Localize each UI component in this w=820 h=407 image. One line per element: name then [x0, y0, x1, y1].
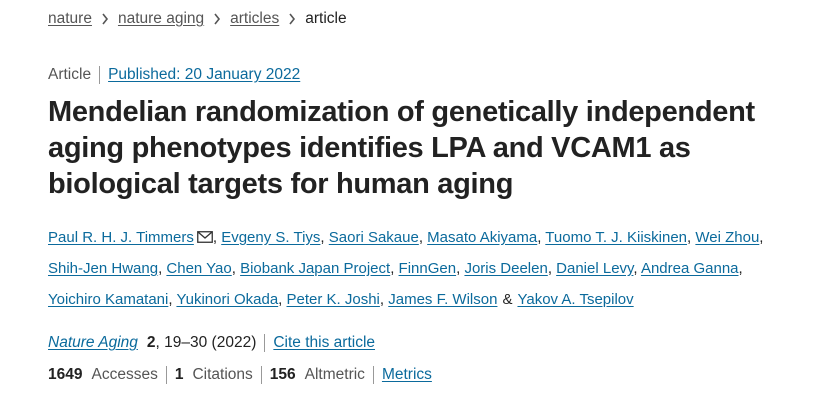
chevron — [102, 13, 108, 25]
author-item: Andrea Ganna, — [641, 260, 743, 277]
author-item: Saori Sakaue, — [329, 229, 423, 246]
chevron — [214, 13, 221, 25]
author-link[interactable]: Tuomo T. J. Kiiskinen — [545, 229, 688, 246]
author-link[interactable]: James F. Wilson — [388, 291, 498, 308]
author-separator: , — [537, 229, 542, 246]
metric-label: Altmetric — [304, 366, 365, 383]
breadcrumb: nature nature aging articles article — [48, 10, 347, 28]
metrics: 1649 Accesses 1 Citations 156 Altmetric Metric… — [48, 366, 432, 384]
divider — [260, 366, 262, 384]
author-separator: , — [320, 229, 325, 246]
cite-link[interactable]: Cite this article — [273, 334, 376, 351]
author-separator: , — [231, 260, 236, 277]
author-list: Paul R. H. J. Timmers, Evgeny S. Tiys, S… — [48, 222, 793, 315]
author-item: Masato Akiyama, — [427, 229, 541, 246]
metric-value: 156 — [269, 366, 296, 383]
author-item: Peter K. Joshi, — [287, 291, 385, 308]
author-separator: , — [418, 229, 423, 246]
author-link[interactable]: Masato Akiyama — [427, 229, 538, 246]
author-separator: , — [158, 260, 163, 277]
author-item: Shih-Jen Hwang, — [48, 260, 162, 277]
volume: 2 — [146, 334, 156, 351]
author-separator: , — [759, 229, 764, 246]
breadcrumb-current: article — [305, 10, 347, 27]
author-link[interactable]: Chen Yao — [166, 260, 232, 277]
author-item: Daniel Levy, — [556, 260, 637, 277]
author-link[interactable]: Daniel Levy — [556, 260, 634, 277]
published-date[interactable]: Published: 20 January 2022 — [108, 66, 301, 83]
email-icon[interactable] — [196, 231, 213, 243]
author-item: Chen Yao, — [166, 260, 236, 277]
author-item: Paul R. H. J. Timmers, — [48, 229, 217, 246]
author-link[interactable]: Shih-Jen Hwang — [48, 260, 159, 277]
breadcrumb-link[interactable]: articles — [230, 10, 280, 27]
pages: , 19–30 (2022) — [155, 334, 257, 351]
author-separator: , — [738, 260, 743, 277]
author-item: Tuomo T. J. Kiiskinen, — [545, 229, 691, 246]
author-link[interactable]: FinnGen — [398, 260, 457, 277]
metrics-link[interactable]: Metrics — [381, 366, 432, 383]
author-link[interactable]: Saori Sakaue — [328, 229, 419, 246]
author-item: Joris Deelen, — [464, 260, 552, 277]
metric-value: 1649 — [48, 366, 83, 383]
author-separator: , — [168, 291, 173, 308]
author-link[interactable]: Andrea Ganna — [640, 260, 739, 277]
author-link[interactable]: Wei Zhou — [695, 229, 760, 246]
article-meta: Article Published: 20 January 2022 — [48, 66, 300, 84]
author-item: Evgeny S. Tiys, — [221, 229, 324, 246]
author-separator: , — [547, 260, 552, 277]
breadcrumb-link[interactable]: nature aging — [117, 10, 205, 27]
author-item: Wei Zhou, — [695, 229, 763, 246]
author-item: Biobank Japan Project, — [240, 260, 394, 277]
citation: Nature Aging 2 , 19–30 (2022) Cite this … — [48, 334, 375, 352]
divider — [99, 66, 101, 84]
author-separator: & — [502, 291, 513, 308]
author-separator: , — [379, 291, 385, 308]
divider — [264, 334, 266, 352]
author-link[interactable]: Yakov A. Tsepilov — [517, 291, 634, 308]
author-link[interactable]: Yukinori Okada — [176, 291, 279, 308]
author-separator: , — [278, 291, 283, 308]
article-type: Article — [48, 66, 92, 83]
metric-label: Accesses — [91, 366, 158, 383]
article-title: Mendelian randomization of genetically i… — [48, 96, 755, 200]
author-link[interactable]: Peter K. Joshi — [286, 291, 380, 308]
divider — [165, 366, 167, 384]
author-separator: , — [633, 260, 638, 277]
author-item: Yakov A. Tsepilov — [517, 291, 633, 308]
author-link[interactable]: Paul R. H. J. Timmers — [48, 229, 194, 246]
author-separator: , — [687, 229, 692, 246]
metric-label: Citations — [192, 366, 253, 383]
divider — [372, 366, 374, 384]
author-item: FinnGen, — [399, 260, 461, 277]
author-link[interactable]: Yoichiro Kamatani — [48, 291, 169, 308]
author-item: Yukinori Okada, — [176, 291, 282, 308]
journal-link[interactable]: Nature Aging — [48, 334, 138, 351]
author-item: James F. Wilson — [388, 291, 497, 308]
author-link[interactable]: Joris Deelen — [464, 260, 548, 277]
author-separator: , — [212, 229, 218, 246]
author-separator: , — [390, 260, 395, 277]
chevron — [289, 13, 296, 25]
author-item: Yoichiro Kamatani, — [48, 291, 173, 308]
author-link[interactable]: Biobank Japan Project — [240, 260, 391, 277]
author-link[interactable]: Evgeny S. Tiys — [221, 229, 321, 246]
breadcrumb-link[interactable]: nature — [48, 10, 92, 27]
author-separator: , — [456, 260, 461, 277]
metric-value: 1 — [174, 366, 184, 383]
